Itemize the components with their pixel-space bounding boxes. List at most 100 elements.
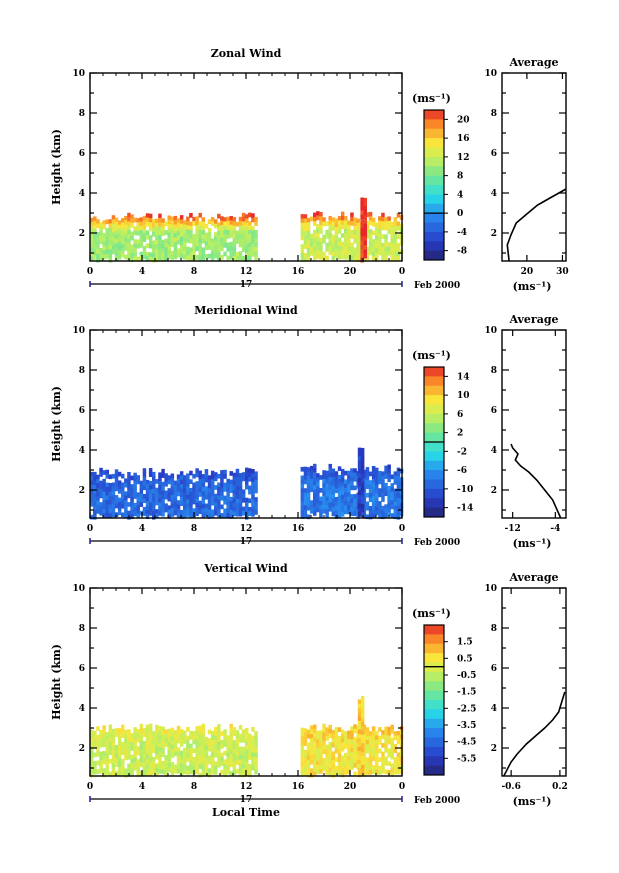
heatmap-cell xyxy=(124,734,128,739)
heatmap-cell xyxy=(220,513,224,518)
heatmap-cell xyxy=(117,246,122,251)
heatmap-cell xyxy=(232,511,237,517)
y-tick-label: 2 xyxy=(79,486,85,496)
heatmap-cell xyxy=(368,484,373,490)
heatmap-cell xyxy=(331,251,336,257)
heatmap-cell xyxy=(210,247,215,252)
heatmap-cell xyxy=(319,760,323,766)
heatmap-cell xyxy=(340,772,345,778)
colorbar-step xyxy=(424,709,444,720)
heatmap-cell xyxy=(99,506,103,512)
heatmap-cell xyxy=(176,218,181,223)
heatmap-cell xyxy=(300,744,305,750)
heatmap-cell xyxy=(360,236,364,241)
heatmap-cell xyxy=(192,482,196,488)
heatmap-cell xyxy=(152,257,156,263)
colorbar-step xyxy=(424,241,444,252)
colorbar-step xyxy=(424,756,444,767)
heatmap-cell xyxy=(176,500,181,505)
heatmap-cell xyxy=(360,219,364,224)
heatmap-cell xyxy=(201,723,206,729)
heatmap-cell xyxy=(136,492,140,498)
heatmap-cell xyxy=(136,501,140,506)
heatmap-cell xyxy=(381,743,385,748)
heatmap-cell xyxy=(309,487,314,493)
y-tick-label: 8 xyxy=(79,109,85,119)
heatmap-cell xyxy=(353,741,357,747)
heatmap-cell xyxy=(214,502,218,507)
heatmap-cell xyxy=(340,246,345,251)
y-tick-label: 6 xyxy=(79,149,85,159)
heatmap-cell xyxy=(254,756,258,762)
heatmap-cell xyxy=(328,241,332,247)
heatmap-cell xyxy=(241,763,246,769)
heatmap-cell xyxy=(353,758,357,764)
heatmap-cell xyxy=(331,234,336,240)
heatmap-cell xyxy=(232,494,237,499)
heatmap-cell xyxy=(316,232,320,238)
heatmap-cell xyxy=(251,512,255,517)
heatmap-cell xyxy=(183,246,187,251)
heatmap-cell xyxy=(99,252,103,257)
heatmap-cell xyxy=(214,752,218,758)
heatmap-cell xyxy=(117,501,122,507)
heatmap-cell xyxy=(393,769,398,775)
heatmap-cell xyxy=(396,225,401,231)
heatmap-cell xyxy=(328,233,332,238)
heatmap-cell xyxy=(192,242,196,248)
heatmap-cell xyxy=(360,704,365,710)
heatmap-cell xyxy=(186,490,190,496)
heatmap-cell xyxy=(170,753,175,759)
heatmap-cell xyxy=(350,481,354,486)
heatmap-cell xyxy=(130,754,134,760)
heatmap-cell xyxy=(226,496,230,501)
heatmap-cell xyxy=(170,250,175,256)
heatmap-cell xyxy=(248,212,252,218)
heatmap-cell xyxy=(105,736,109,741)
heatmap-cell xyxy=(316,743,320,749)
heatmap-cell xyxy=(136,513,140,519)
heatmap-cell xyxy=(350,234,354,239)
heatmap-cell xyxy=(303,244,308,249)
heatmap-cell xyxy=(316,507,320,513)
heatmap-cell xyxy=(130,501,134,507)
heatmap-cell xyxy=(322,221,326,227)
heatmap-cell xyxy=(90,501,94,507)
heatmap-cell xyxy=(226,513,230,518)
heatmap-cell xyxy=(368,242,373,247)
heatmap-cell xyxy=(164,251,168,257)
heatmap-cell xyxy=(375,756,379,762)
heatmap-cell xyxy=(133,748,137,754)
heatmap-cell xyxy=(155,746,159,751)
heatmap-cell xyxy=(198,243,202,248)
heatmap-cell xyxy=(142,254,147,260)
heatmap-cell xyxy=(328,767,332,773)
heatmap-cell xyxy=(316,490,320,496)
heatmap-cell xyxy=(170,229,175,235)
heatmap-cell xyxy=(368,237,373,243)
heatmap-cell xyxy=(325,247,329,252)
heatmap-cell xyxy=(235,252,240,257)
heatmap-cell xyxy=(300,222,305,228)
y-tick-label: 10 xyxy=(72,326,85,336)
heatmap-cell xyxy=(229,501,233,506)
x-tick-label: 12 xyxy=(240,524,253,534)
heatmap-cell xyxy=(114,512,119,517)
heatmap-cell xyxy=(161,507,165,513)
heatmap-cell xyxy=(152,497,156,503)
heatmap-cell xyxy=(210,255,215,261)
heatmap-cell xyxy=(229,228,233,234)
heatmap-cell xyxy=(365,475,370,481)
heatmap-cell xyxy=(108,728,113,734)
heatmap-cell xyxy=(396,484,401,490)
heatmap-cell xyxy=(158,769,162,774)
heatmap-cell xyxy=(375,506,379,512)
heatmap-cell xyxy=(300,492,305,498)
heatmap-cell xyxy=(344,509,348,515)
heatmap-cell xyxy=(142,224,147,230)
heatmap-cell xyxy=(316,739,320,744)
heatmap-cell xyxy=(309,251,314,256)
heatmap-cell xyxy=(161,490,165,496)
heatmap-cell xyxy=(173,224,178,230)
heatmap-cell xyxy=(229,479,233,485)
